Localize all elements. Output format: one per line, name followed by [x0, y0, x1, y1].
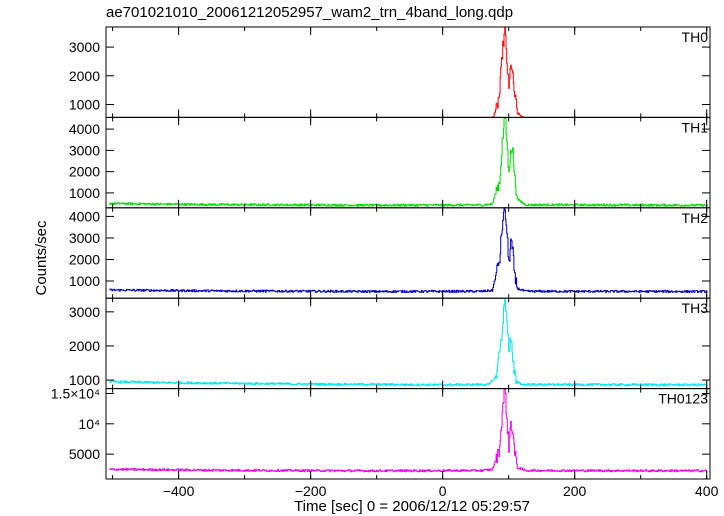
- y-tick-label: 1000: [69, 273, 100, 289]
- series-line-th0: [109, 26, 708, 118]
- y-tick-label: 1000: [69, 372, 100, 388]
- y-tick-label: 5000: [69, 446, 100, 462]
- panel-frame: [105, 388, 711, 480]
- panel-th3: 1000 2000 3000 TH3: [69, 297, 711, 390]
- y-tick-label: 2000: [69, 68, 100, 84]
- x-axis-label: Time [sec] 0 = 2006/12/12 05:29:57: [294, 498, 530, 515]
- x-tick-label: 200: [563, 483, 587, 499]
- y-tick-label: 2000: [69, 251, 100, 267]
- panel-frame: [105, 26, 711, 118]
- series-line-th1: [109, 116, 708, 207]
- y-tick-label: 3000: [69, 142, 100, 158]
- panel-th0123: 5000 10⁴ 1.5×10⁴ TH0123: [51, 385, 711, 480]
- y-tick-label: 2000: [69, 338, 100, 354]
- chart-title: ae701021010_20061212052957_wam2_trn_4ban…: [106, 4, 513, 21]
- y-tick-label: 3000: [69, 39, 100, 55]
- panel-label-th0: TH0: [682, 29, 709, 45]
- series-line-th3: [109, 297, 708, 387]
- y-tick-label: 1000: [69, 96, 100, 112]
- panel-th2: 1000 2000 3000 4000 TH2: [69, 207, 711, 299]
- panel-label-th0123: TH0123: [658, 391, 708, 407]
- panel-th0: 1000 2000 3000 TH0: [69, 26, 711, 118]
- y-tick-label: 1.5×10⁴: [51, 385, 100, 401]
- y-axis-label: Counts/sec: [33, 220, 50, 296]
- x-tick-label: 0: [439, 483, 447, 499]
- series-line-th0123: [109, 388, 708, 473]
- panel-label-th3: TH3: [682, 300, 709, 316]
- panel-frame: [105, 116, 711, 209]
- y-tick-label: 4000: [69, 208, 100, 224]
- panel-label-th2: TH2: [682, 210, 709, 226]
- panel-th1: 1000 2000 3000 4000 TH1: [69, 116, 711, 209]
- panel-label-th1: TH1: [682, 119, 709, 135]
- x-tick-label: −200: [295, 483, 327, 499]
- x-tick-label: 400: [695, 483, 719, 499]
- y-tick-label: 2000: [69, 164, 100, 180]
- panel-frame: [105, 207, 711, 299]
- y-tick-label: 3000: [69, 230, 100, 246]
- y-tick-label: 4000: [69, 121, 100, 137]
- panel-frame: [105, 297, 711, 390]
- x-tick-label: −400: [163, 483, 195, 499]
- y-tick-label: 10⁴: [78, 416, 100, 432]
- y-tick-label: 3000: [69, 304, 100, 320]
- y-tick-label: 1000: [69, 185, 100, 201]
- series-line-th2: [109, 207, 708, 294]
